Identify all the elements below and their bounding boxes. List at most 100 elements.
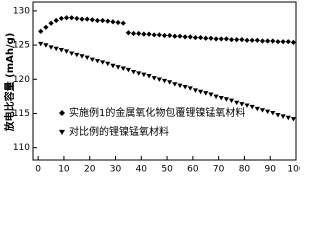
marker [100, 60, 106, 65]
marker [161, 78, 168, 84]
marker [38, 41, 44, 47]
marker [69, 15, 75, 21]
x-tick-label: 60 [187, 165, 199, 175]
x-tick-label: 30 [110, 165, 122, 175]
marker [249, 37, 255, 43]
marker [172, 33, 178, 39]
legend-marker [59, 110, 65, 116]
marker [228, 98, 235, 104]
marker [265, 38, 271, 44]
marker [146, 31, 152, 37]
marker [285, 115, 291, 121]
marker [146, 74, 152, 79]
marker [167, 32, 173, 39]
y-tick-label: 120 [13, 75, 30, 85]
marker [69, 51, 75, 56]
marker [94, 17, 101, 24]
marker [259, 108, 266, 113]
marker [187, 34, 193, 40]
marker [136, 30, 142, 37]
marker [84, 16, 90, 22]
marker [48, 45, 54, 50]
legend-label: 实施例1的金属氧化物包覆锂镍锰氧材料 [69, 106, 245, 119]
legend-label: 对比例的锂镍锰氧材料 [69, 125, 169, 138]
y-tick-label: 115 [13, 109, 30, 119]
x-tick-label: 50 [161, 165, 173, 175]
marker [89, 57, 95, 63]
marker [130, 30, 137, 37]
marker [58, 48, 64, 53]
marker [254, 37, 260, 43]
marker [125, 30, 132, 36]
x-tick-label: 90 [264, 165, 276, 175]
marker [38, 28, 44, 35]
x-tick-label: 0 [35, 165, 41, 175]
marker [290, 117, 297, 122]
marker [94, 59, 101, 64]
legend-marker [59, 129, 65, 135]
x-tick-label: 80 [239, 165, 251, 175]
marker [234, 37, 240, 43]
y-tick-label: 125 [13, 41, 30, 51]
marker [167, 80, 173, 85]
marker [53, 46, 59, 52]
marker [285, 39, 291, 45]
y-axis-label: 放电比容量 (mAh/g) [3, 33, 16, 133]
marker [84, 55, 90, 61]
marker [130, 69, 137, 75]
marker [172, 82, 178, 87]
marker [239, 37, 245, 43]
marker [177, 83, 183, 89]
marker [115, 19, 121, 26]
marker [197, 34, 204, 41]
marker [156, 77, 162, 82]
marker [151, 76, 157, 81]
marker [79, 54, 85, 59]
marker [213, 94, 219, 99]
marker [136, 71, 142, 76]
marker [120, 66, 126, 71]
marker [270, 110, 276, 116]
marker [105, 61, 111, 67]
marker [270, 38, 276, 44]
marker [265, 109, 271, 115]
marker [280, 114, 286, 119]
marker [156, 32, 162, 38]
marker [218, 95, 224, 101]
marker [48, 20, 54, 26]
marker [100, 17, 106, 24]
marker [259, 38, 266, 44]
marker [208, 92, 214, 97]
marker [43, 43, 49, 48]
marker [110, 19, 116, 25]
marker [74, 52, 80, 58]
marker [280, 39, 286, 45]
y-tick-label: 130 [13, 6, 30, 16]
marker [125, 67, 132, 73]
marker [218, 36, 224, 42]
plot-frame [32, 1, 297, 161]
marker [182, 84, 188, 90]
marker [192, 34, 199, 41]
marker [275, 113, 281, 118]
marker [141, 72, 147, 78]
marker [63, 49, 70, 54]
marker [192, 88, 199, 93]
marker [203, 91, 209, 96]
marker [254, 106, 260, 112]
x-tick-label: 40 [136, 165, 148, 175]
marker [249, 104, 255, 110]
marker [58, 15, 64, 22]
marker [223, 36, 229, 42]
marker [244, 103, 250, 108]
marker [53, 17, 59, 24]
marker [151, 32, 157, 38]
chart: 放电比容量 (mAh/g) 110 115 120 125 130 0 10 20 30 40 50… [3, 1, 300, 175]
marker [115, 65, 121, 70]
x-tick-label: 100 [287, 165, 300, 175]
marker [177, 33, 183, 39]
marker [161, 32, 168, 39]
marker [290, 39, 297, 45]
marker [244, 37, 250, 43]
marker [203, 35, 209, 41]
